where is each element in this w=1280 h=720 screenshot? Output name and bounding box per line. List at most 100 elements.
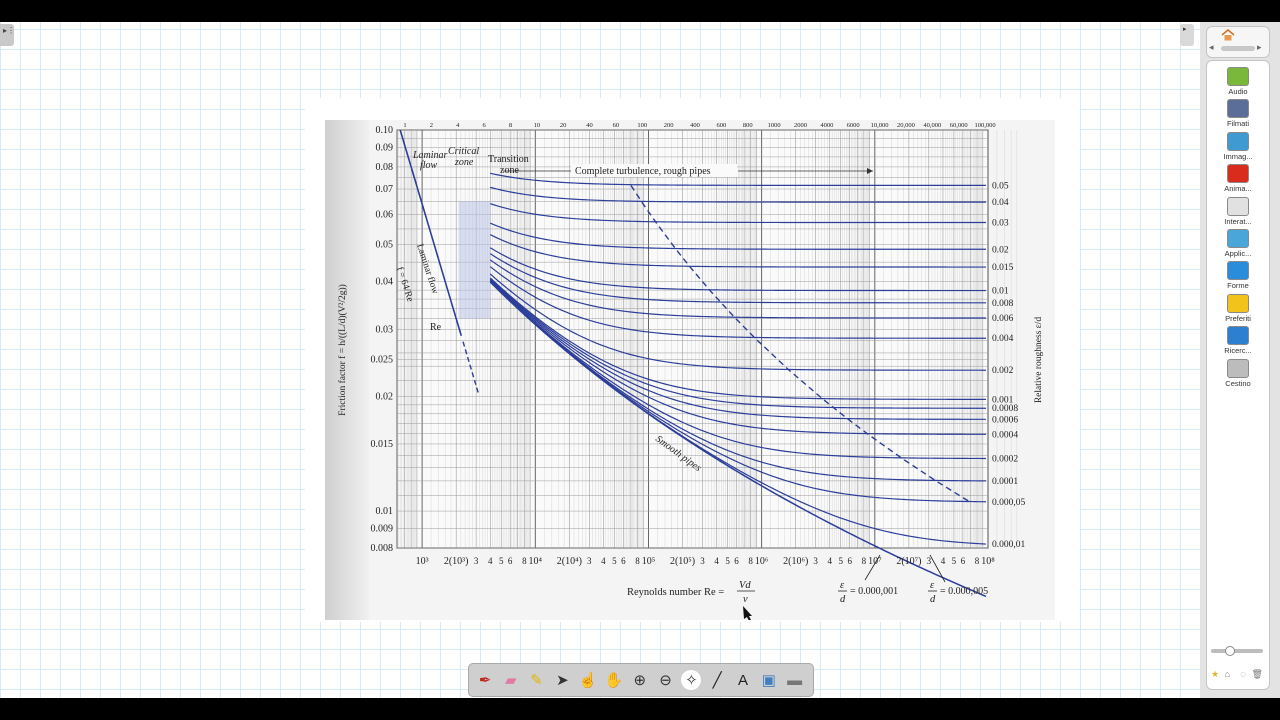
y-tick-label: 0.07 [376, 184, 394, 195]
pin-icon[interactable]: ⌂ [1224, 669, 1231, 679]
eps2-leader-line [929, 554, 946, 583]
roughness-label: 0.008 [992, 299, 1014, 309]
x-tick-label: 5 [725, 556, 730, 566]
y2-axis-title: Relative roughness ε/d [1034, 317, 1044, 404]
x-tick-label: 5 [499, 556, 504, 566]
turbulence-arrow-head [867, 168, 873, 174]
scan-edge-shadow [325, 120, 369, 620]
touch-tool[interactable]: ☝ [578, 672, 598, 689]
reynolds-formula-numerator: Vd [739, 580, 751, 591]
gallery-item[interactable]: Ricerc... [1207, 326, 1269, 356]
top-scale-label: 6 [482, 122, 486, 129]
panel-collapse-toggle[interactable]: ▸ [1180, 24, 1194, 46]
roughness-curve [489, 277, 986, 400]
thumbnail-size-slider[interactable] [1211, 646, 1263, 656]
pen-tool[interactable]: ✒ [478, 672, 492, 689]
roughness-curve [489, 278, 986, 409]
top-scale-label: 800 [743, 122, 753, 129]
search-web-icon [1227, 326, 1249, 346]
top-scale-label: 1 [403, 122, 406, 129]
gallery-item[interactable]: Applic... [1207, 229, 1269, 259]
moody-diagram: 0.100.090.080.070.060.050.040.030.0250.0… [337, 122, 1044, 620]
x-tick-label: 2(10⁶) [783, 556, 808, 567]
roughness-curve [490, 222, 986, 250]
bottom-black-bar [0, 698, 1280, 720]
roughness-curve [489, 247, 986, 292]
gallery-item[interactable]: Audio [1207, 67, 1269, 97]
star-icon[interactable]: ★ [1211, 669, 1220, 679]
gallery-item[interactable]: Preferiti [1207, 293, 1269, 324]
zoom-out-tool[interactable]: ⊖ [659, 672, 672, 689]
gallery-item[interactable]: Interat... [1207, 196, 1269, 227]
select-tool[interactable]: ➤ [556, 672, 569, 689]
trash-small-icon[interactable]: 🗑 [1251, 669, 1263, 679]
top-scale-label: 2 [430, 122, 433, 129]
highlighter-tool[interactable]: ✎ [530, 672, 543, 689]
y-tick-label: 0.009 [371, 524, 394, 535]
roughness-curve [489, 253, 986, 304]
gallery-item[interactable]: Filmati [1207, 99, 1269, 129]
x-tick-label: 5 [612, 556, 617, 566]
top-scale-label: 10 [534, 122, 541, 129]
mouse-cursor-icon [743, 606, 752, 620]
y-tick-label: 0.02 [376, 391, 394, 402]
complete-turbulence-boundary [630, 185, 971, 503]
film-icon [1227, 99, 1249, 119]
nav-prev-button[interactable]: ◂ [1209, 42, 1214, 52]
top-scale-label: 400 [690, 122, 700, 129]
gallery-item[interactable]: Immag... [1207, 131, 1269, 162]
x-tick-label: 6 [621, 556, 626, 566]
left-sidebar-handle[interactable]: ▸⋮ [0, 24, 15, 46]
magic-pen-tool[interactable]: ✧ [681, 670, 702, 690]
gallery-item[interactable]: Anima... [1207, 164, 1269, 194]
top-scale-label: 40,000 [923, 122, 941, 129]
circle-icon[interactable]: ● [1240, 669, 1246, 679]
slider-knob[interactable] [1225, 646, 1235, 656]
roughness-curve [490, 203, 986, 224]
menu-tool[interactable]: ▬ [787, 671, 803, 689]
x-tick-label: 8 [635, 556, 640, 566]
x-tick-label: 4 [714, 556, 719, 566]
eps1-value-label: = 0.000,001 [850, 586, 898, 597]
y-tick-label: 0.025 [371, 354, 394, 365]
laminar-line [399, 129, 463, 337]
x-tick-label: 3 [927, 556, 932, 566]
plot-frame [396, 129, 989, 549]
x-tick-label: 6 [734, 556, 739, 566]
pan-tool[interactable]: ✋ [604, 672, 624, 689]
gallery-item-label: Cestino [1225, 378, 1251, 388]
roughness-label: 0.02 [992, 245, 1009, 255]
screen-tool[interactable]: ▣ [761, 672, 776, 689]
home-icon[interactable] [1221, 29, 1235, 41]
gallery-item-label: Interat... [1224, 216, 1252, 226]
x-tick-label: 8 [748, 556, 753, 566]
favorites-icon [1227, 293, 1249, 313]
x-tick-label: 2(10⁷) [896, 556, 921, 567]
x-tick-label: 2(10⁵) [670, 556, 695, 567]
re-critical-label: Re [430, 322, 442, 333]
zoom-in-tool[interactable]: ⊕ [633, 672, 647, 689]
nav-scrollbar[interactable] [1221, 46, 1255, 51]
gallery-panel: Audio Filmati Immag... Anima... Interat... Ap… [1206, 60, 1270, 690]
roughness-curve [489, 279, 986, 420]
y-tick-label: 0.08 [376, 162, 394, 173]
top-scale-label: 2000 [794, 122, 807, 129]
top-scale-label: 20,000 [897, 122, 915, 129]
line-tool[interactable]: ╱ [712, 672, 722, 689]
gallery-item[interactable]: Cestino [1207, 358, 1269, 389]
y-tick-label: 0.01 [376, 506, 394, 517]
gallery-item[interactable]: Forme [1207, 261, 1269, 291]
x-tick-label: 3 [474, 556, 479, 566]
top-scale-label: 1000 [768, 122, 781, 129]
x-tick-label: 8 [522, 556, 527, 566]
x-tick-label: 5 [952, 556, 957, 566]
laminar-label: Laminar [412, 150, 448, 161]
roughness-label: 0.000,01 [992, 540, 1026, 550]
text-tool[interactable]: A [737, 671, 748, 689]
eps2-denominator: d [930, 594, 936, 605]
nav-next-button[interactable]: ▸ [1257, 42, 1262, 52]
y-tick-label: 0.09 [376, 142, 394, 153]
y-axis-title: Friction factor f = h/((L/d)(V²/2g)) [337, 284, 348, 416]
eraser-tool[interactable]: ▰ [505, 672, 517, 689]
roughness-label: 0.0004 [992, 430, 1018, 440]
